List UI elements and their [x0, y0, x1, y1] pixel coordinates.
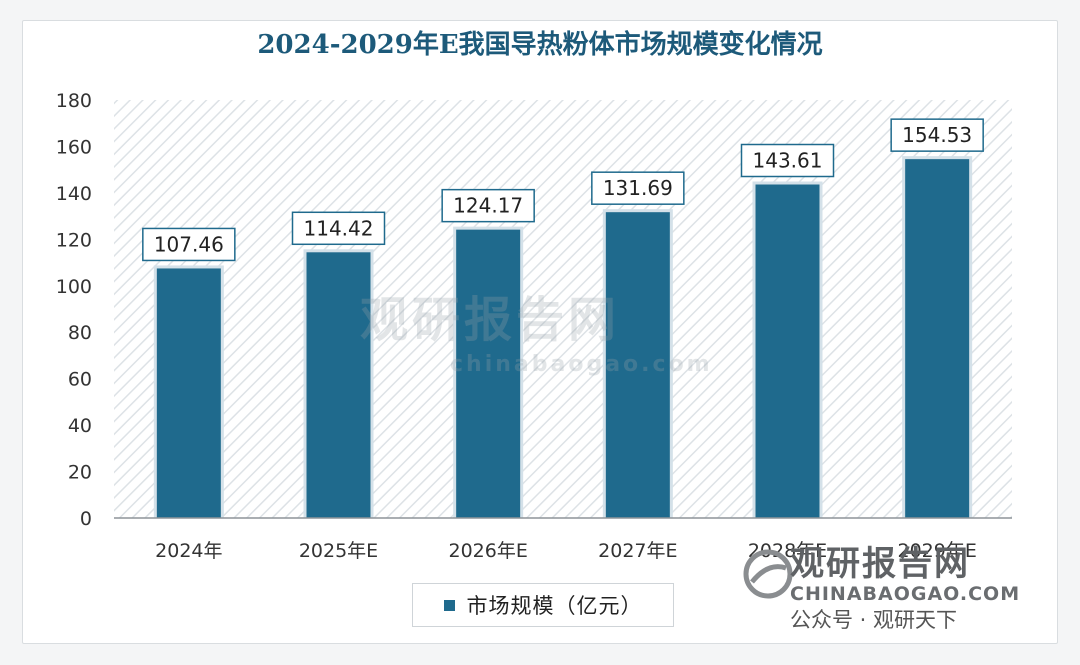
legend-swatch — [443, 599, 455, 611]
watermark-logo-cn: 观研报告网 — [790, 544, 970, 584]
data-label: 114.42 — [304, 216, 374, 240]
x-tick-label: 2027年E — [598, 540, 677, 562]
data-label-box — [291, 211, 386, 246]
watermark-account: 公众号 · 观研天下 — [790, 608, 958, 632]
bar — [605, 212, 670, 518]
watermark-center: 观研报告网 chinabaogao.com — [360, 280, 713, 377]
bar — [456, 229, 521, 519]
y-tick-label: 60 — [68, 369, 92, 391]
data-label-box — [890, 118, 984, 152]
legend-label: 市场规模（亿元） — [466, 594, 643, 618]
bar — [306, 252, 371, 519]
data-label-box — [142, 227, 236, 262]
y-tick-label: 160 — [56, 136, 92, 158]
chinabaogao-logo-icon — [743, 549, 793, 599]
bar — [156, 268, 221, 518]
watermark-logo-en: CHINABAOGAO.COM — [790, 583, 1021, 605]
data-label-box — [591, 171, 685, 205]
plot-background — [114, 100, 1012, 518]
data-label: 154.53 — [902, 123, 972, 147]
y-tick-label: 140 — [56, 183, 92, 205]
x-tick-label: 2028年E — [748, 540, 827, 562]
data-label-box — [441, 188, 535, 223]
data-label: 131.69 — [603, 176, 673, 200]
y-tick-label: 80 — [68, 322, 92, 344]
x-tick-label: 2025年E — [299, 540, 378, 562]
y-tick-label: 100 — [56, 276, 92, 298]
watermark-logo: 观研报告网 CHINABAOGAO.COM — [790, 536, 1020, 605]
x-tick-label: 2024年 — [155, 540, 222, 562]
bar — [905, 159, 970, 518]
y-tick-label: 20 — [68, 462, 92, 484]
x-tick-label: 2029年E — [897, 540, 976, 562]
x-tick-label: 2026年E — [448, 540, 527, 562]
watermark-center-en: chinabaogao.com — [450, 352, 713, 377]
chart-title: 2024-2029年E我国导热粉体市场规模变化情况 — [257, 30, 823, 60]
data-label-box — [740, 143, 835, 178]
data-label: 124.17 — [453, 194, 523, 218]
y-tick-label: 120 — [56, 229, 92, 251]
y-tick-label: 180 — [56, 90, 92, 112]
y-tick-label: 0 — [80, 508, 92, 530]
data-label: 107.46 — [154, 232, 224, 256]
watermark-center-cn: 观研报告网 — [360, 292, 621, 348]
y-tick-label: 40 — [68, 415, 92, 437]
data-label: 143.61 — [753, 149, 823, 173]
bar — [755, 184, 820, 518]
chart-legend: 市场规模（亿元） — [412, 583, 674, 627]
